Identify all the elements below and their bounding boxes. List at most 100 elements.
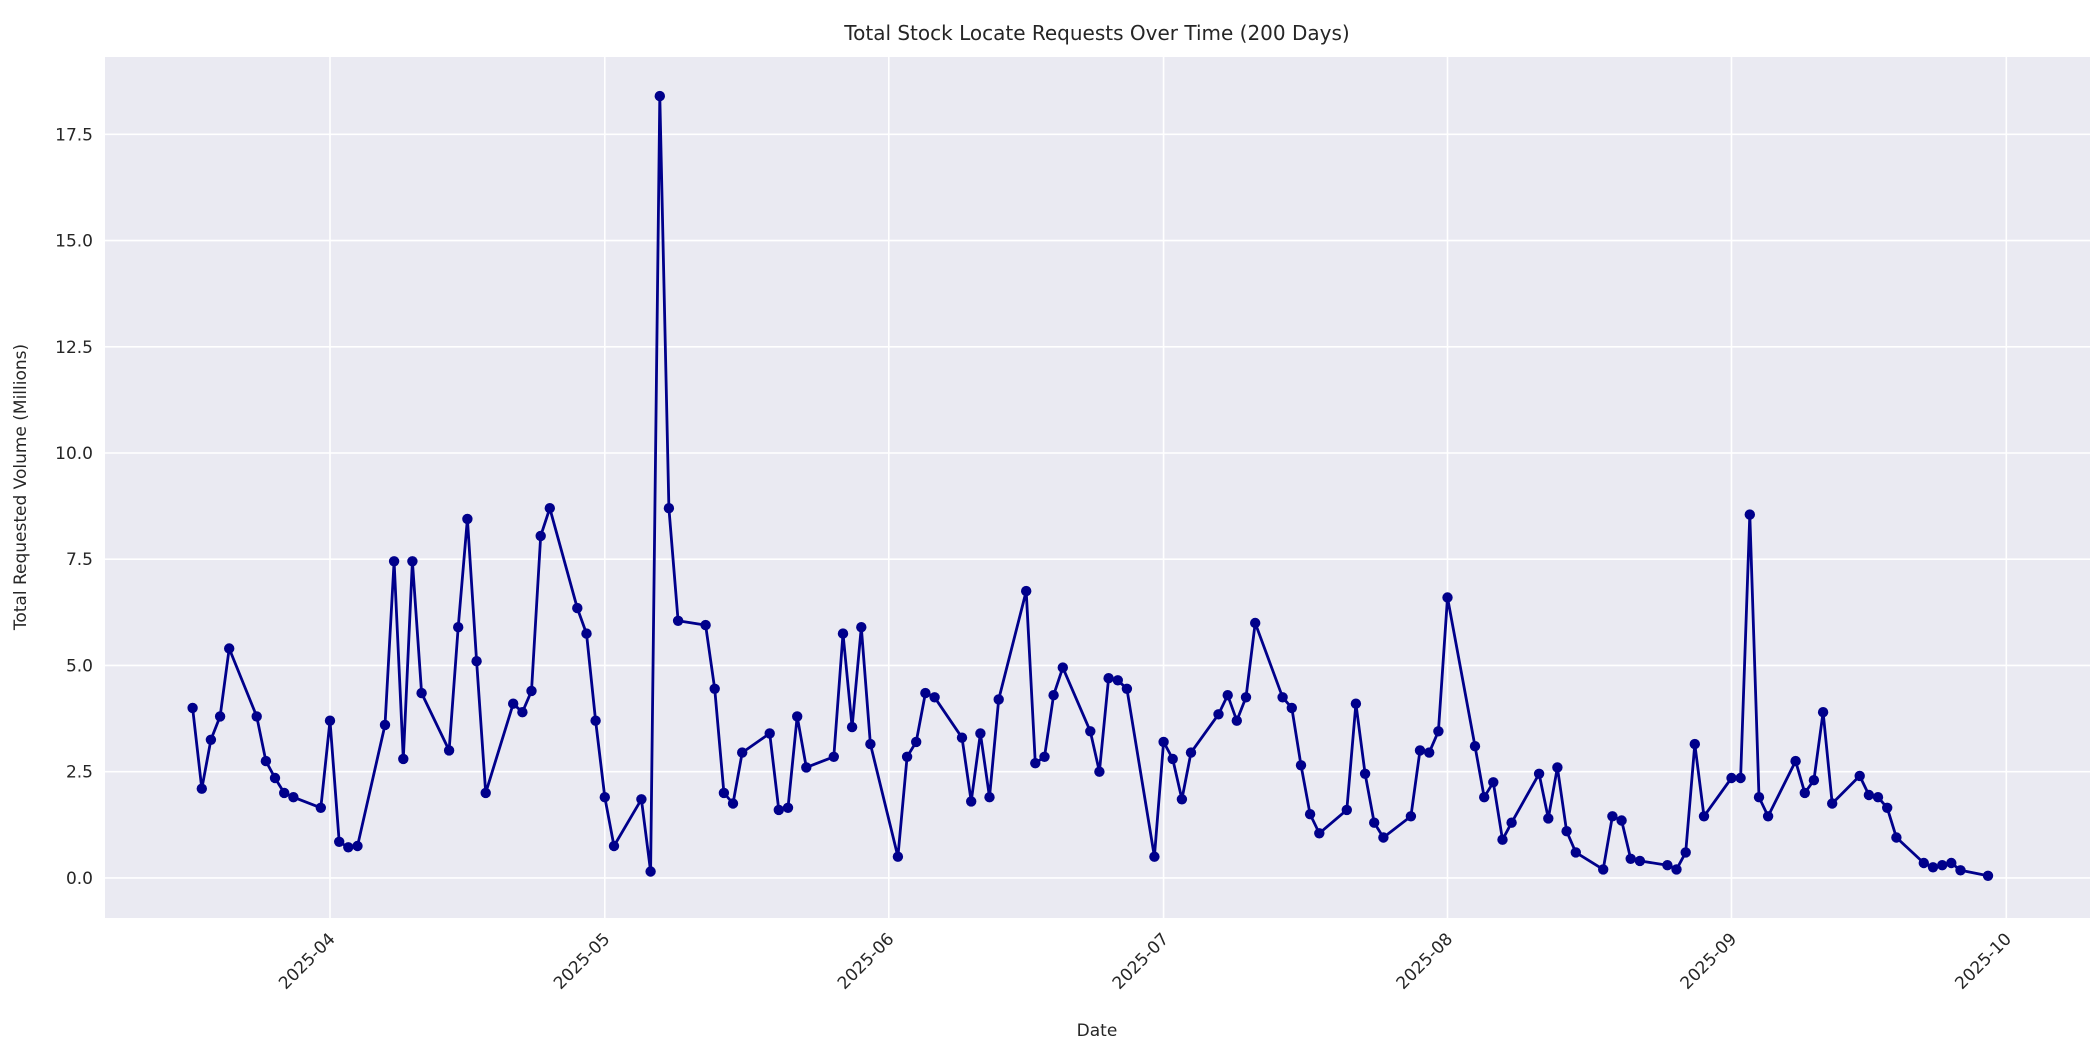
data-point-marker [1891,832,1902,843]
data-point-marker [929,692,940,703]
x-tick-label: 2025-08 [1393,929,1457,993]
data-point-marker [1469,741,1481,752]
data-point-marker [288,792,299,803]
plot-area-background [105,57,2090,918]
data-point-marker [782,802,794,813]
data-point-marker [865,738,876,750]
data-point-marker [1808,775,1820,786]
data-point-marker [737,747,748,758]
data-point-marker [1506,817,1517,828]
data-point-marker [764,728,775,739]
data-point-marker [379,719,391,731]
y-tick-label: 2.5 [66,763,93,783]
data-point-marker [517,707,528,718]
data-point-marker [1185,747,1197,758]
data-point-marker [1863,789,1875,801]
data-point-marker [1149,851,1160,862]
data-point-marker [1231,715,1243,726]
data-point-marker [718,787,730,799]
data-point-marker [1103,673,1114,684]
x-axis-tick-labels: 2025-04 2025-05 2025-06 2025-07 2025-08 2025-… [275,929,2016,993]
data-point-marker [1689,738,1701,750]
data-point-marker [1982,870,1994,881]
chart-title: Total Stock Locate Requests Over Time (2… [843,21,1349,45]
data-point-marker [260,755,272,767]
data-point-marker [901,751,913,762]
data-point-marker [279,787,290,799]
data-point-marker [1030,758,1041,769]
data-point-marker [654,90,665,102]
data-point-marker [1442,592,1453,603]
data-point-marker [315,802,326,813]
data-point-marker [471,656,482,667]
data-point-marker [388,556,400,567]
data-point-marker [636,794,647,805]
data-point-marker [1543,813,1554,824]
data-point-marker [645,866,656,877]
data-series [187,90,1994,881]
data-point-marker [1680,847,1691,858]
data-point-marker [956,732,968,743]
data-point-marker [480,787,491,799]
y-tick-label: 0.0 [66,869,93,889]
data-point-marker [1094,766,1105,777]
data-point-marker [544,503,555,514]
data-point-marker [1735,772,1746,784]
data-point-marker [911,736,922,748]
y-tick-label: 10.0 [55,444,93,464]
data-point-marker [1085,726,1096,737]
data-point-marker [352,840,363,852]
data-point-marker [700,619,711,631]
data-point-marker [1304,809,1316,820]
x-tick-label: 2025-04 [275,929,339,993]
y-tick-label: 12.5 [55,338,93,358]
data-point-marker [443,745,455,756]
data-point-marker [1937,860,1948,871]
data-point-marker [269,772,281,784]
data-point-marker [416,687,427,699]
y-tick-label: 5.0 [66,656,93,676]
data-point-marker [1369,817,1380,828]
data-point-marker [846,721,858,733]
data-point-marker [920,687,931,699]
y-axis-label: Total Requested Volume (Millions) [11,344,31,631]
data-point-marker [1744,509,1756,520]
data-point-marker [508,698,519,709]
data-point-marker [792,711,803,722]
y-tick-label: 7.5 [66,550,93,570]
data-point-marker [1112,675,1124,686]
data-point-marker [1927,862,1939,873]
data-point-marker [205,734,217,745]
data-point-marker [1799,787,1811,799]
data-point-marker [1240,692,1252,703]
data-point-marker [1286,702,1298,714]
data-point-marker [334,836,345,847]
x-tick-label: 2025-06 [834,929,898,993]
data-point-marker [1359,768,1371,779]
data-point-marker [1176,794,1188,805]
data-point-marker [324,715,336,726]
data-point-marker [709,683,720,694]
data-point-marker [599,792,610,803]
data-point-marker [1607,811,1618,822]
data-point-marker [1277,692,1288,703]
data-point-marker [1213,709,1224,720]
data-point-marker [1625,853,1636,864]
data-point-marker [966,796,977,807]
x-axis-label: Date [1077,1021,1118,1041]
data-point-marker [1222,690,1233,701]
x-tick-label: 2025-05 [550,929,614,993]
data-point-marker [801,762,812,773]
data-point-marker [1955,865,1966,876]
data-point-marker [1167,753,1178,765]
data-point-marker [526,685,537,697]
data-point-marker [407,556,418,567]
data-point-marker [1158,736,1169,748]
data-point-marker [1314,828,1325,839]
data-point-marker [1570,847,1582,858]
data-point-marker [1433,726,1444,737]
data-point-marker [1039,751,1050,762]
data-point-marker [1414,745,1426,756]
data-point-marker [1479,792,1490,803]
